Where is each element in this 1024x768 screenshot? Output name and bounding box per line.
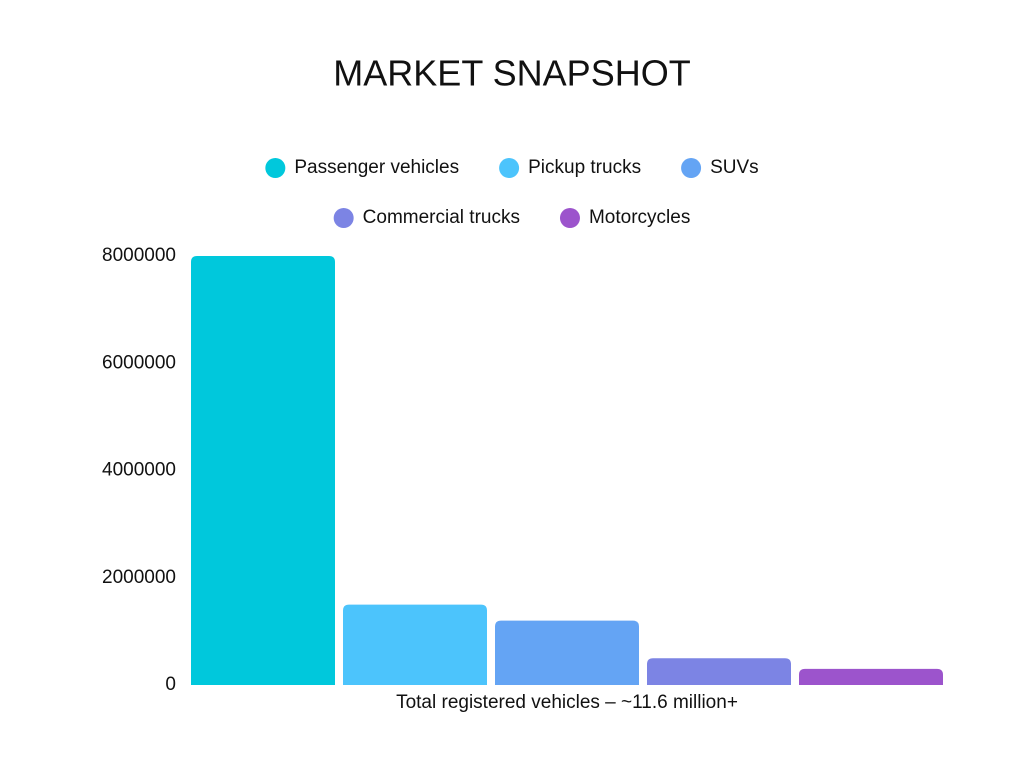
- legend-row: Passenger vehicles Pickup trucks SUVs: [265, 157, 759, 178]
- chart-title: MARKET SNAPSHOT: [333, 53, 690, 94]
- bar: [647, 658, 791, 685]
- y-tick-label: 0: [165, 674, 176, 695]
- y-tick-label: 8000000: [102, 245, 176, 266]
- legend-item: Pickup trucks: [499, 157, 641, 178]
- legend-row: Commercial trucks Motorcycles: [333, 207, 690, 228]
- legend-label: Pickup trucks: [528, 157, 641, 178]
- legend-item: Commercial trucks: [333, 207, 520, 228]
- legend-item: SUVs: [681, 157, 759, 178]
- legend-swatch: [265, 158, 286, 178]
- legend-label: Passenger vehicles: [294, 157, 459, 178]
- y-tick-label: 6000000: [102, 352, 176, 373]
- x-tick-label: Total registered vehicles – ~11.6 millio…: [396, 692, 738, 713]
- legend-swatch: [499, 158, 520, 178]
- y-tick-label: 2000000: [102, 567, 176, 588]
- legend-swatch: [333, 208, 354, 228]
- bar: [495, 620, 639, 685]
- bar: [191, 256, 335, 685]
- legend-swatch: [559, 208, 580, 228]
- bar: [343, 604, 487, 685]
- legend-item: Passenger vehicles: [265, 157, 459, 178]
- y-tick-label: 4000000: [102, 460, 176, 481]
- legend-label: Commercial trucks: [363, 207, 520, 228]
- legend-label: SUVs: [710, 157, 759, 178]
- bar: [799, 668, 943, 685]
- legend-swatch: [681, 158, 702, 178]
- legend-item: Motorcycles: [559, 207, 690, 228]
- legend-label: Motorcycles: [589, 207, 690, 228]
